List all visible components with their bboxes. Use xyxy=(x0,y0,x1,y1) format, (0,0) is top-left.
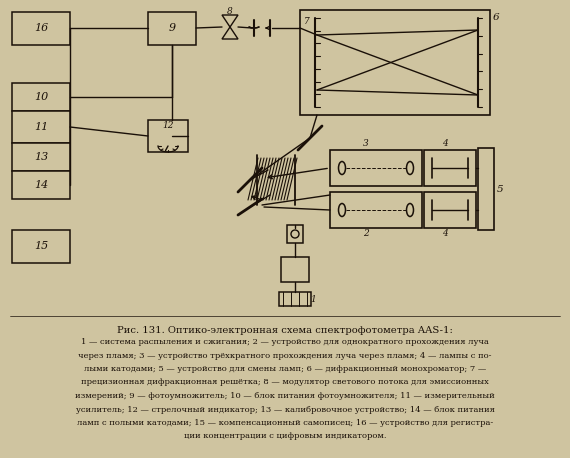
Bar xyxy=(148,120,188,152)
Text: 4: 4 xyxy=(442,229,448,238)
Text: 14: 14 xyxy=(34,180,48,190)
Bar xyxy=(281,257,309,282)
Text: усилитель; 12 — стрелочный индикатор; 13 — калибровочное устройство; 14 — блок п: усилитель; 12 — стрелочный индикатор; 13… xyxy=(76,405,494,414)
Bar xyxy=(478,148,494,230)
Text: лыми катодами; 5 — устройство для смены ламп; 6 — дифракционный монохроматор; 7 : лыми катодами; 5 — устройство для смены … xyxy=(84,365,486,373)
Bar xyxy=(330,192,422,228)
Bar xyxy=(279,292,311,306)
Bar xyxy=(287,225,303,243)
Ellipse shape xyxy=(406,203,413,217)
Text: 2: 2 xyxy=(363,229,369,238)
Text: 16: 16 xyxy=(34,23,48,33)
Bar xyxy=(12,12,70,45)
Ellipse shape xyxy=(339,203,345,217)
Text: 7: 7 xyxy=(304,17,310,27)
Bar xyxy=(300,10,490,115)
Text: 1 — система распыления и сжигания; 2 — устройство для однократного прохождения л: 1 — система распыления и сжигания; 2 — у… xyxy=(81,338,489,346)
Text: 5: 5 xyxy=(496,185,503,195)
Text: через пламя; 3 — устройство трёхкратного прохождения луча через пламя; 4 — лампы: через пламя; 3 — устройство трёхкратного… xyxy=(78,351,492,360)
Text: 3: 3 xyxy=(363,140,369,148)
Bar xyxy=(424,150,476,186)
Bar xyxy=(330,150,422,186)
Text: 1: 1 xyxy=(310,295,316,305)
Text: прецизионная дифракционная решётка; 8 — модулятор светового потока для эмиссионн: прецизионная дифракционная решётка; 8 — … xyxy=(81,378,489,387)
Bar xyxy=(12,171,70,199)
Polygon shape xyxy=(222,27,238,39)
Bar xyxy=(424,192,476,228)
Polygon shape xyxy=(222,15,238,27)
Circle shape xyxy=(291,230,299,238)
Ellipse shape xyxy=(406,162,413,174)
Text: 11: 11 xyxy=(34,122,48,132)
Text: 6: 6 xyxy=(492,13,499,22)
Bar xyxy=(12,83,70,111)
Ellipse shape xyxy=(339,162,345,174)
Text: ламп с полыми катодами; 15 — компенсационный самописец; 16 — устройство для реги: ламп с полыми катодами; 15 — компенсацио… xyxy=(77,419,493,427)
Bar xyxy=(148,12,196,45)
Text: 9: 9 xyxy=(169,23,176,33)
Text: измерений; 9 — фотоумножитель; 10 — блок питания фотоумножителя; 11 — измеритель: измерений; 9 — фотоумножитель; 10 — блок… xyxy=(75,392,495,400)
Text: 12: 12 xyxy=(162,120,174,130)
Bar xyxy=(12,111,70,143)
Text: 13: 13 xyxy=(34,152,48,162)
Bar xyxy=(12,230,70,263)
Text: 4: 4 xyxy=(442,140,448,148)
Text: Рис. 131. Оптико-электронная схема спектрофотометра AAS-1:: Рис. 131. Оптико-электронная схема спект… xyxy=(117,326,453,335)
Text: ции концентрации с цифровым индикатором.: ции концентрации с цифровым индикатором. xyxy=(184,432,386,441)
Text: 8: 8 xyxy=(227,6,233,16)
Text: 15: 15 xyxy=(34,241,48,251)
Bar xyxy=(12,143,70,171)
Text: 10: 10 xyxy=(34,92,48,102)
